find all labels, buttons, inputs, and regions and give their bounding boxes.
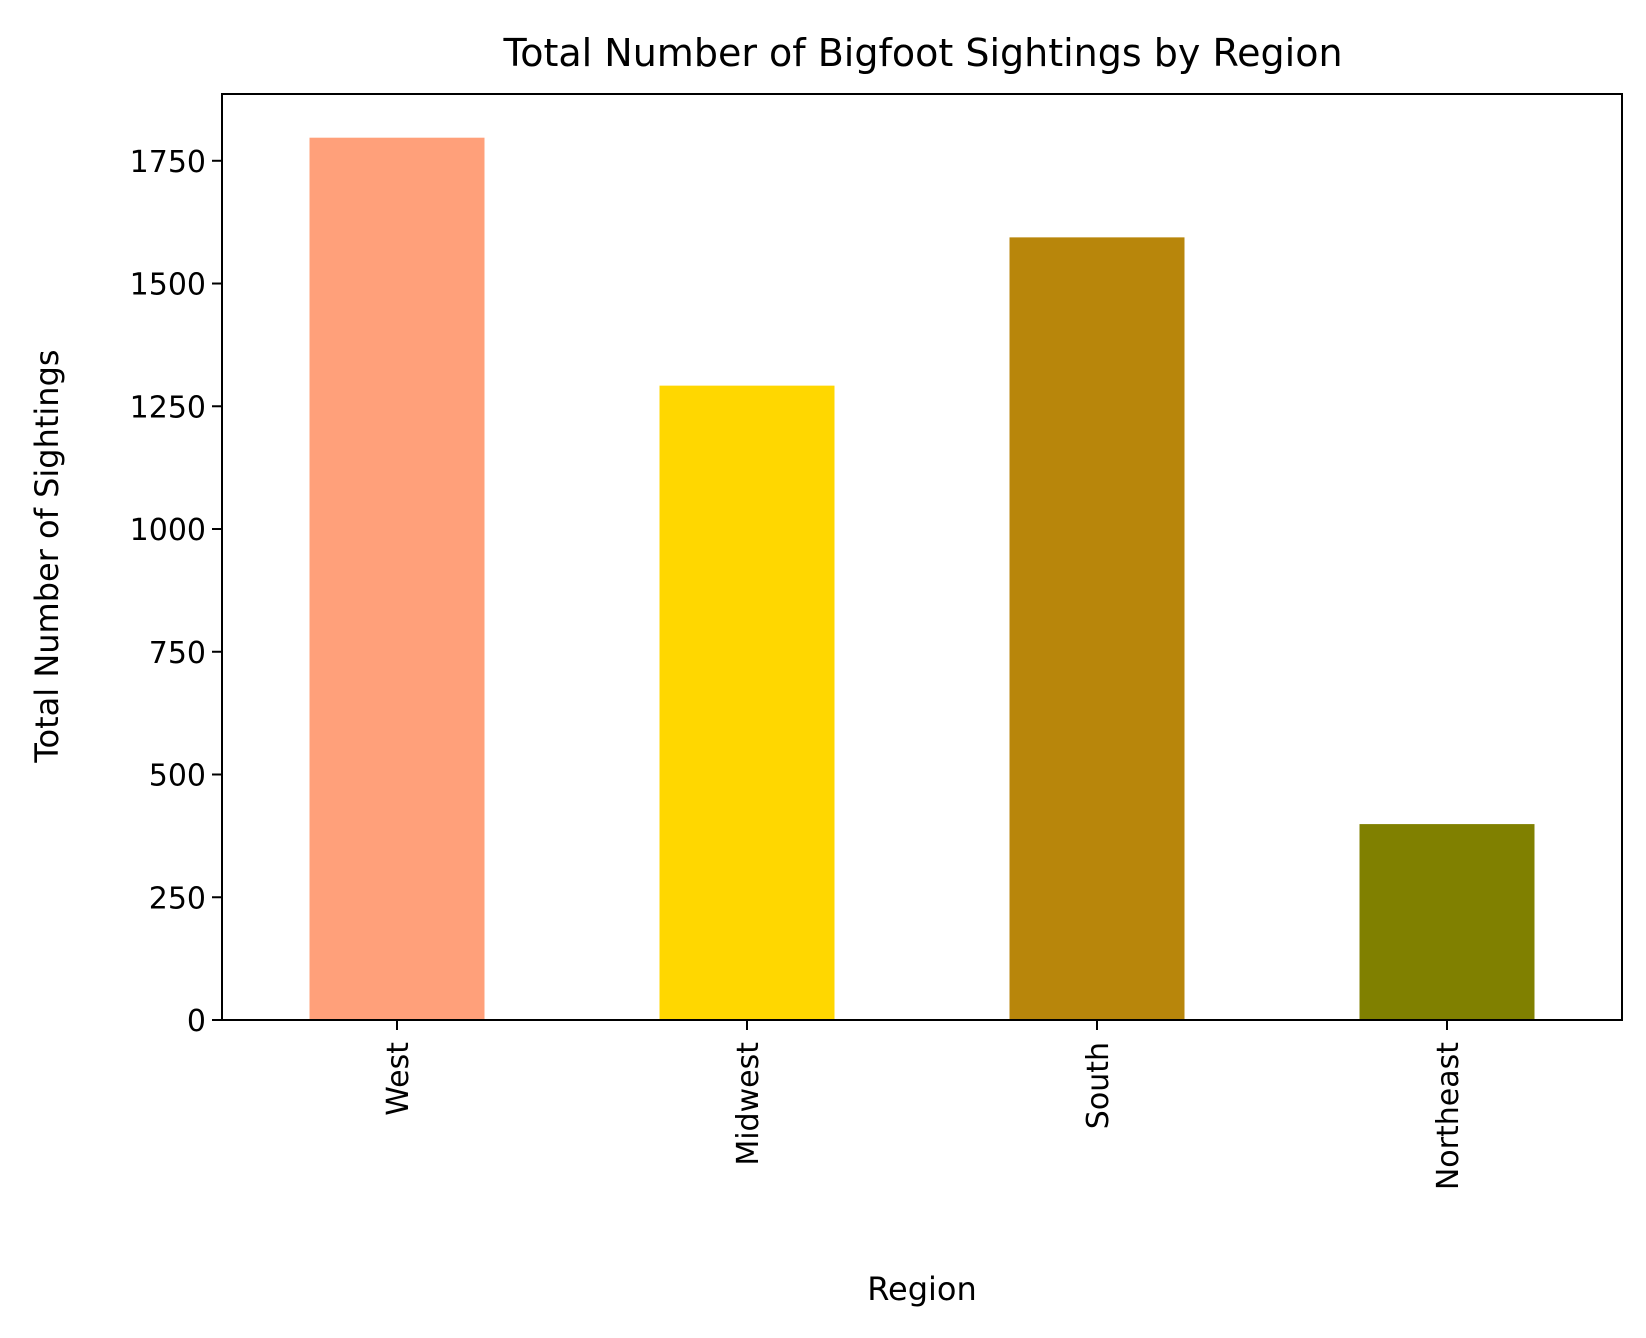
x-axis-label: Region [867,1270,977,1308]
y-tick-label: 1750 [130,145,206,180]
x-tick-label: Midwest [731,1042,766,1166]
bar-midwest [659,385,835,1020]
y-tick-label: 1000 [130,513,206,548]
plot-frame [221,93,1623,1021]
x-tick-label: South [1081,1042,1116,1129]
y-tick-label: 250 [149,881,206,916]
y-tick-label: 750 [149,636,206,671]
bar-west [309,137,485,1021]
bars [309,137,1535,1021]
y-axis-label: Total Number of Sightings [28,349,66,763]
y-tick-label: 0 [187,1004,206,1039]
y-tick-label: 500 [149,759,206,794]
y-tick-label: 1250 [130,390,206,425]
chart-title: Total Number of Bigfoot Sightings by Reg… [502,31,1342,75]
y-axis: 0 250 500 750 1000 1250 1500 1750 [130,145,222,1039]
bar-south [1009,237,1185,1020]
x-axis: West Midwest South Northeast [381,1020,1466,1190]
y-tick-label: 1500 [130,268,206,303]
x-tick-label: West [381,1042,416,1116]
bar-northeast [1359,824,1535,1020]
x-tick-label: Northeast [1431,1042,1466,1190]
